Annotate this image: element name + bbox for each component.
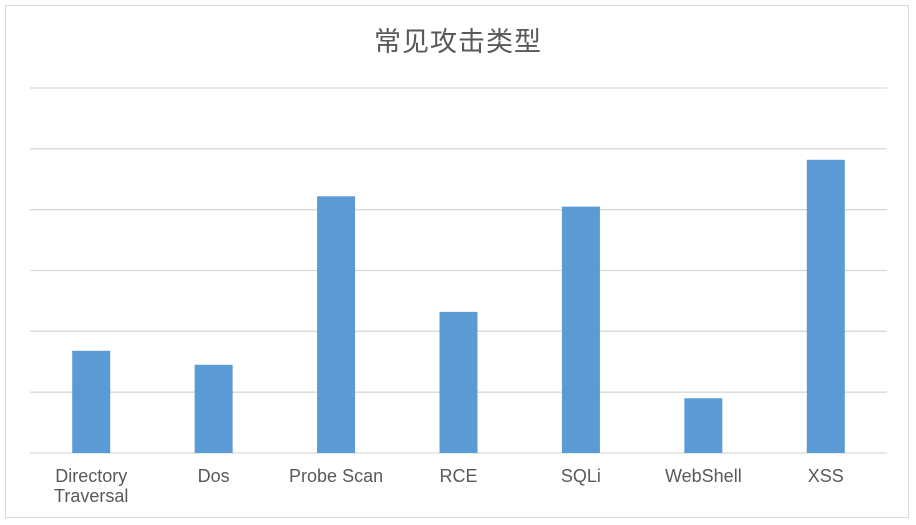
bar [561,206,600,453]
x-tick-label: Dos [198,466,230,486]
bar [684,398,723,453]
bar [72,350,111,453]
x-tick-label: WebShell [665,466,742,486]
x-tick-label: SQLi [561,466,601,486]
chart-title: 常见攻击类型 [374,27,542,58]
x-tick-labels: Directory Traversal Dos Probe Scan RCE SQLi We… [54,466,844,506]
bar [317,196,356,454]
x-tick-label: Directory Traversal [54,466,128,506]
bar [439,311,478,453]
x-tick-label: Probe Scan [289,466,383,486]
bar [806,159,845,454]
x-tick-label: RCE [439,466,477,486]
x-tick-label: XSS [808,466,844,486]
bar [194,364,233,453]
bars [72,159,845,454]
